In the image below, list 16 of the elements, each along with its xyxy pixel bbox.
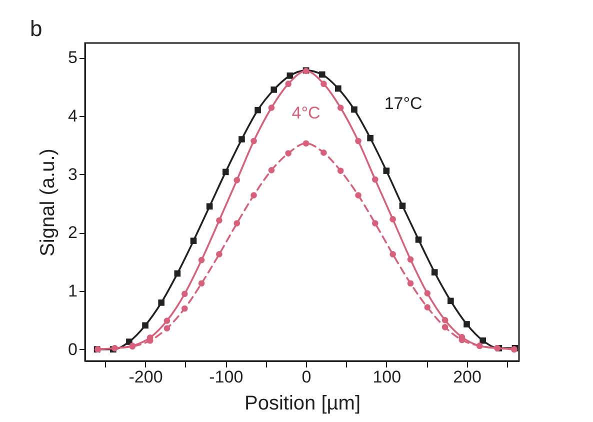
x-tick-label: 0 — [302, 368, 312, 386]
x-tick-label: -100 — [209, 368, 244, 386]
y-tick-label: 2 — [68, 223, 78, 242]
y-tick-label: 1 — [68, 281, 78, 300]
y-axis-title: Signal (a.u.) — [37, 148, 60, 256]
x-tick-label: 200 — [453, 368, 482, 386]
x-tick-label: 100 — [372, 368, 402, 386]
annotation: 4°C — [292, 103, 320, 122]
y-tick-label: 0 — [68, 340, 78, 359]
chart-title: b — [30, 16, 42, 41]
y-tick-label: 3 — [68, 164, 78, 184]
annotation: 17°C — [384, 94, 422, 114]
x-axis-title: Position [µm] — [244, 392, 361, 414]
y-tick-label: 4 — [68, 106, 78, 126]
x-tick-label: -200 — [128, 368, 163, 386]
y-tick-label: 5 — [68, 48, 78, 68]
